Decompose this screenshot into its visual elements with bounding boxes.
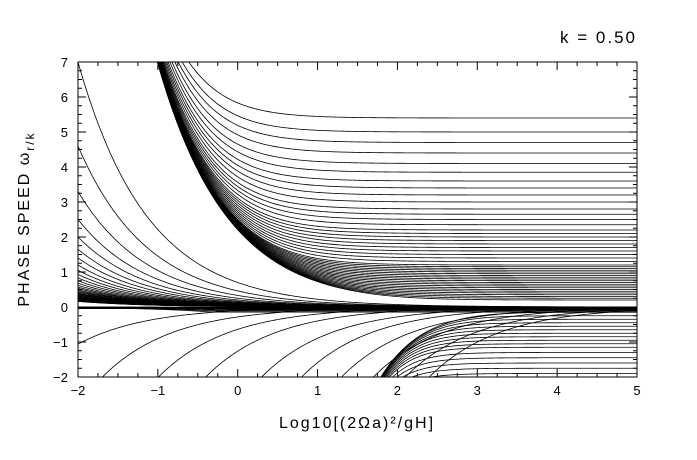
eastward-gravity-mode-curve (160, 62, 637, 231)
eastward-gravity-mode-curve (165, 62, 637, 196)
y-tick-label: 3 (61, 195, 68, 210)
westward-gravity-mode-curve (380, 315, 637, 377)
y-tick-label: 6 (61, 90, 68, 105)
eastward-gravity-mode-curve (161, 62, 637, 220)
y-tick-label: −2 (53, 370, 68, 385)
eastward-gravity-mode-curve (177, 62, 637, 143)
eastward-gravity-mode-curve (163, 62, 637, 210)
rising-negative-mode-curve (157, 306, 637, 377)
x-tick-label: 1 (314, 383, 321, 398)
westward-gravity-mode-curve (388, 346, 637, 377)
y-tick-label: 2 (61, 230, 68, 245)
mode-curves (78, 62, 637, 377)
x-tick-label: −2 (71, 383, 86, 398)
westward-gravity-mode-curve (380, 318, 637, 377)
eastward-gravity-mode-curve (169, 62, 637, 173)
eastward-gravity-mode-curve (159, 62, 637, 238)
eastward-gravity-mode-curve (174, 62, 637, 154)
y-axis-title-sub: r/k (23, 131, 37, 150)
westward-gravity-mode-curve (383, 332, 637, 377)
rising-negative-mode-curve (428, 310, 637, 377)
rising-negative-mode-curve (301, 307, 637, 377)
eastward-gravity-mode-curve (167, 62, 637, 182)
rising-negative-mode-curve (372, 308, 637, 377)
eastward-gravity-mode-curve (164, 62, 637, 203)
x-axis-title: Log10[(2Ωa)²/gH] (279, 415, 435, 432)
y-axis-title-main: PHASE SPEED ω (16, 151, 33, 307)
westward-gravity-mode-curve (428, 373, 637, 377)
rising-negative-mode-curve (205, 306, 637, 377)
eastward-gravity-mode-curve (188, 62, 637, 119)
eastward-gravity-mode-curve (166, 62, 637, 189)
x-tick-label: 0 (234, 383, 241, 398)
westward-gravity-mode-curve (402, 362, 637, 377)
y-tick-label: −1 (53, 335, 68, 350)
y-tick-label: 5 (61, 125, 68, 140)
x-tick-label: 4 (554, 383, 561, 398)
westward-gravity-mode-curve (391, 352, 637, 377)
eastward-gravity-mode-curve (161, 62, 637, 226)
westward-gravity-mode-curve (411, 367, 637, 377)
y-tick-label: 7 (61, 55, 68, 70)
westward-gravity-mode-curve (384, 336, 637, 377)
rising-negative-mode-curve (404, 309, 637, 377)
rising-negative-mode-curve (101, 306, 637, 377)
eastward-gravity-mode-curve (157, 62, 637, 273)
y-tick-label: 0 (61, 300, 68, 315)
westward-gravity-mode-curve (387, 343, 637, 377)
eastward-gravity-mode-curve (181, 62, 637, 133)
x-tick-label: −1 (150, 383, 165, 398)
westward-gravity-mode-curve (385, 339, 637, 377)
eastward-gravity-mode-curve (157, 62, 637, 285)
eastward-gravity-mode-curve (157, 62, 637, 287)
eastward-gravity-mode-curve (171, 62, 637, 164)
westward-gravity-mode-curve (381, 322, 637, 377)
y-tick-label: 1 (61, 265, 68, 280)
eastward-gravity-mode-curve (160, 62, 637, 234)
westward-gravity-mode-curve (381, 325, 637, 377)
tick-labels: −2 −1 0 1 2 3 4 5 −2 −1 0 1 2 3 4 5 6 7 (53, 55, 640, 398)
x-tick-label: 2 (394, 383, 401, 398)
eastward-gravity-mode-curve (162, 62, 637, 215)
westward-gravity-mode-curve (380, 311, 637, 377)
westward-gravity-mode-curve (396, 357, 637, 377)
westward-gravity-mode-curve (382, 329, 637, 377)
axis-ticks (77, 61, 638, 378)
eastward-gravity-mode-curve (157, 62, 637, 296)
rising-negative-mode-curve (261, 306, 637, 377)
x-tick-label: 5 (633, 383, 640, 398)
rising-negative-mode-curve (340, 307, 637, 377)
x-tick-label: 3 (474, 383, 481, 398)
wavenumber-annotation: k = 0.50 (560, 28, 637, 47)
y-axis-title: PHASE SPEED ωr/k (16, 131, 37, 306)
y-tick-label: 4 (61, 160, 68, 175)
